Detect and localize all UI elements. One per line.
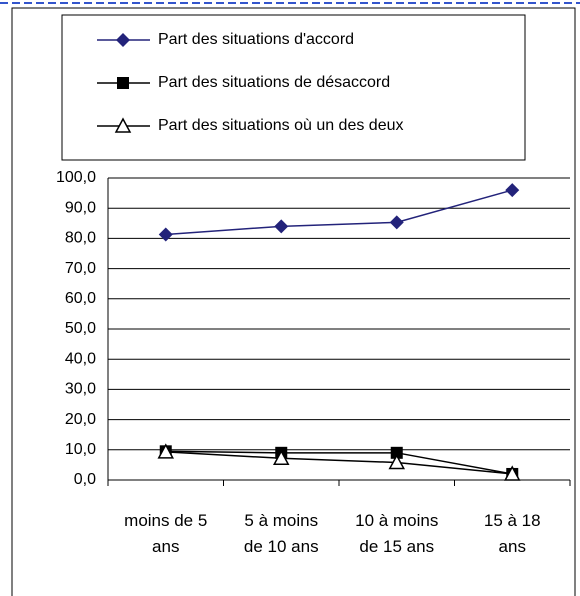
marker <box>116 33 130 47</box>
marker <box>388 453 406 470</box>
y-tick-label: 100,0 <box>56 169 96 186</box>
y-tick-label: 20,0 <box>65 411 96 428</box>
x-tick-label: moins de 5 ans <box>124 511 208 556</box>
y-tick-label: 70,0 <box>65 260 96 277</box>
x-tick-label: 15 à 18 ans <box>483 511 541 556</box>
marker <box>389 215 404 230</box>
marker <box>114 117 132 133</box>
y-tick-label: 30,0 <box>65 381 96 398</box>
legend-label: Part des situations où un des deux <box>158 117 404 134</box>
series-line <box>165 189 513 236</box>
legend-box <box>61 14 526 161</box>
y-tick-label: 10,0 <box>65 441 96 458</box>
x-tick-label: 10 à moins de 15 ans <box>355 511 439 556</box>
marker <box>158 227 173 242</box>
x-tick-label: 5 à moins de 10 ans <box>243 511 319 556</box>
legend-label: Part des situations de désaccord <box>158 74 390 91</box>
marker <box>505 183 520 198</box>
marker <box>157 443 175 459</box>
y-tick-label: 40,0 <box>65 350 96 367</box>
series-line <box>165 450 513 475</box>
y-tick-label: 60,0 <box>65 290 96 307</box>
chart-frame <box>11 7 576 596</box>
y-tick-label: 80,0 <box>65 230 96 247</box>
legend-label: Part des situations d'accord <box>158 31 354 48</box>
series-line <box>165 451 513 475</box>
marker <box>274 219 289 234</box>
marker <box>503 465 521 481</box>
y-tick-label: 0,0 <box>74 471 96 488</box>
marker <box>272 449 290 466</box>
y-tick-label: 90,0 <box>65 199 96 216</box>
marker <box>117 77 129 89</box>
marker <box>390 446 403 459</box>
y-tick-label: 50,0 <box>65 320 96 337</box>
